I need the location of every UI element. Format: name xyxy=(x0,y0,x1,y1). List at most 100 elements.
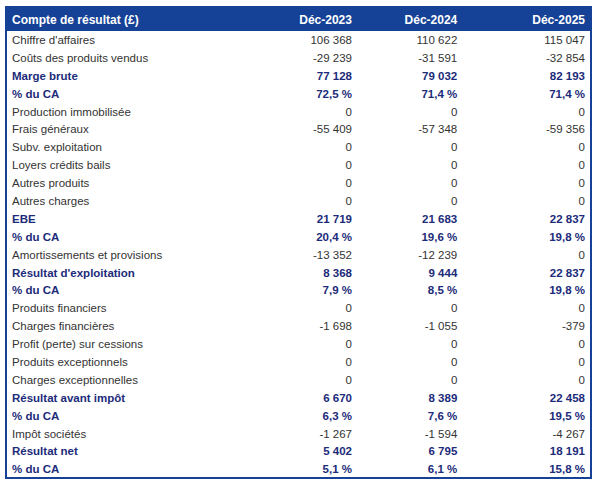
table-row: Autres charges000 xyxy=(6,192,591,210)
column-header-dec-2024: Déc-2024 xyxy=(357,7,462,31)
row-label: Charges financières xyxy=(6,317,258,335)
row-value: 0 xyxy=(258,192,357,210)
row-label: % du CA xyxy=(6,281,258,299)
row-value: -1 594 xyxy=(357,425,462,443)
row-value: -59 356 xyxy=(462,120,591,138)
row-label: Charges exceptionnelles xyxy=(6,371,258,389)
row-value: 0 xyxy=(462,335,591,353)
table-row: Charges financières-1 698-1 055-379 xyxy=(6,317,591,335)
row-value: 0 xyxy=(258,156,357,174)
row-label: % du CA xyxy=(6,407,258,425)
row-label: Coûts des produits vendus xyxy=(6,49,258,67)
table-row: Produits exceptionnels000 xyxy=(6,353,591,371)
row-value: 0 xyxy=(258,103,357,121)
income-statement-container: Compte de résultat (£) Déc-2023 Déc-2024… xyxy=(5,6,592,479)
table-row: Amortissements et provisions-13 352-12 2… xyxy=(6,246,591,264)
row-value: 6 670 xyxy=(258,389,357,407)
table-row: Marge brute77 12879 03282 193 xyxy=(6,67,591,85)
table-row: Coûts des produits vendus-29 239-31 591-… xyxy=(6,49,591,67)
table-row: Loyers crédits bails000 xyxy=(6,156,591,174)
row-value: -29 239 xyxy=(258,49,357,67)
table-row: Profit (perte) sur cessions000 xyxy=(6,335,591,353)
row-value: 22 837 xyxy=(462,264,591,282)
row-value: -4 267 xyxy=(462,425,591,443)
row-value: 0 xyxy=(462,353,591,371)
row-value: 0 xyxy=(357,335,462,353)
row-value: 20,4 % xyxy=(258,228,357,246)
row-value: 0 xyxy=(258,335,357,353)
row-value: 0 xyxy=(357,371,462,389)
table-title: Compte de résultat (£) xyxy=(6,7,258,31)
row-value: -1 055 xyxy=(357,317,462,335)
row-label: Produits exceptionnels xyxy=(6,353,258,371)
table-row: Charges exceptionnelles000 xyxy=(6,371,591,389)
income-statement-table: Compte de résultat (£) Déc-2023 Déc-2024… xyxy=(5,6,592,479)
table-row: Production immobilisée000 xyxy=(6,103,591,121)
row-label: Marge brute xyxy=(6,67,258,85)
row-value: 0 xyxy=(357,156,462,174)
row-value: -1 267 xyxy=(258,425,357,443)
row-value: 77 128 xyxy=(258,67,357,85)
row-label: Résultat d'exploitation xyxy=(6,264,258,282)
table-row: Chiffre d'affaires106 368110 622115 047 xyxy=(6,31,591,49)
row-label: Résultat avant impôt xyxy=(6,389,258,407)
row-value: 0 xyxy=(462,174,591,192)
table-header: Compte de résultat (£) Déc-2023 Déc-2024… xyxy=(6,7,591,31)
row-value: 22 458 xyxy=(462,389,591,407)
row-value: 0 xyxy=(462,156,591,174)
row-value: 0 xyxy=(258,138,357,156)
column-header-dec-2023: Déc-2023 xyxy=(258,7,357,31)
row-label: Impôt sociétés xyxy=(6,425,258,443)
row-value: 0 xyxy=(258,299,357,317)
row-value: 19,8 % xyxy=(462,228,591,246)
row-value: -32 854 xyxy=(462,49,591,67)
row-value: 0 xyxy=(258,371,357,389)
row-value: 0 xyxy=(462,138,591,156)
table-row: Résultat avant impôt6 6708 38922 458 xyxy=(6,389,591,407)
row-label: Autres produits xyxy=(6,174,258,192)
row-value: 0 xyxy=(462,299,591,317)
row-value: 0 xyxy=(357,192,462,210)
row-value: 7,9 % xyxy=(258,281,357,299)
row-value: 110 622 xyxy=(357,31,462,49)
row-value: 0 xyxy=(357,103,462,121)
row-value: 0 xyxy=(462,371,591,389)
row-value: 8 368 xyxy=(258,264,357,282)
row-value: 19,8 % xyxy=(462,281,591,299)
row-value: 106 368 xyxy=(258,31,357,49)
row-value: 6,1 % xyxy=(357,460,462,478)
row-label: Chiffre d'affaires xyxy=(6,31,258,49)
row-label: Profit (perte) sur cessions xyxy=(6,335,258,353)
row-value: 0 xyxy=(357,353,462,371)
row-value: -1 698 xyxy=(258,317,357,335)
row-value: 9 444 xyxy=(357,264,462,282)
row-value: 15,8 % xyxy=(462,460,591,478)
row-value: 0 xyxy=(462,192,591,210)
row-value: 79 032 xyxy=(357,67,462,85)
table-row: Résultat net5 4026 79518 191 xyxy=(6,442,591,460)
row-value: 5,1 % xyxy=(258,460,357,478)
row-value: 22 837 xyxy=(462,210,591,228)
row-value: -379 xyxy=(462,317,591,335)
row-label: EBE xyxy=(6,210,258,228)
row-value: 0 xyxy=(258,353,357,371)
row-value: 0 xyxy=(357,299,462,317)
row-value: -31 591 xyxy=(357,49,462,67)
table-row: Frais généraux-55 409-57 348-59 356 xyxy=(6,120,591,138)
table-row: % du CA6,3 %7,6 %19,5 % xyxy=(6,407,591,425)
row-value: -55 409 xyxy=(258,120,357,138)
table-row: Résultat d'exploitation8 3689 44422 837 xyxy=(6,264,591,282)
table-row: Subv. exploitation000 xyxy=(6,138,591,156)
row-value: 19,6 % xyxy=(357,228,462,246)
column-header-dec-2025: Déc-2025 xyxy=(462,7,591,31)
row-value: 71,4 % xyxy=(357,85,462,103)
row-value: 82 193 xyxy=(462,67,591,85)
row-value: 0 xyxy=(462,103,591,121)
row-label: Subv. exploitation xyxy=(6,138,258,156)
table-row: % du CA7,9 %8,5 %19,8 % xyxy=(6,281,591,299)
row-value: 21 719 xyxy=(258,210,357,228)
row-value: 6 795 xyxy=(357,442,462,460)
row-value: 21 683 xyxy=(357,210,462,228)
row-value: 0 xyxy=(357,174,462,192)
table-row: EBE21 71921 68322 837 xyxy=(6,210,591,228)
